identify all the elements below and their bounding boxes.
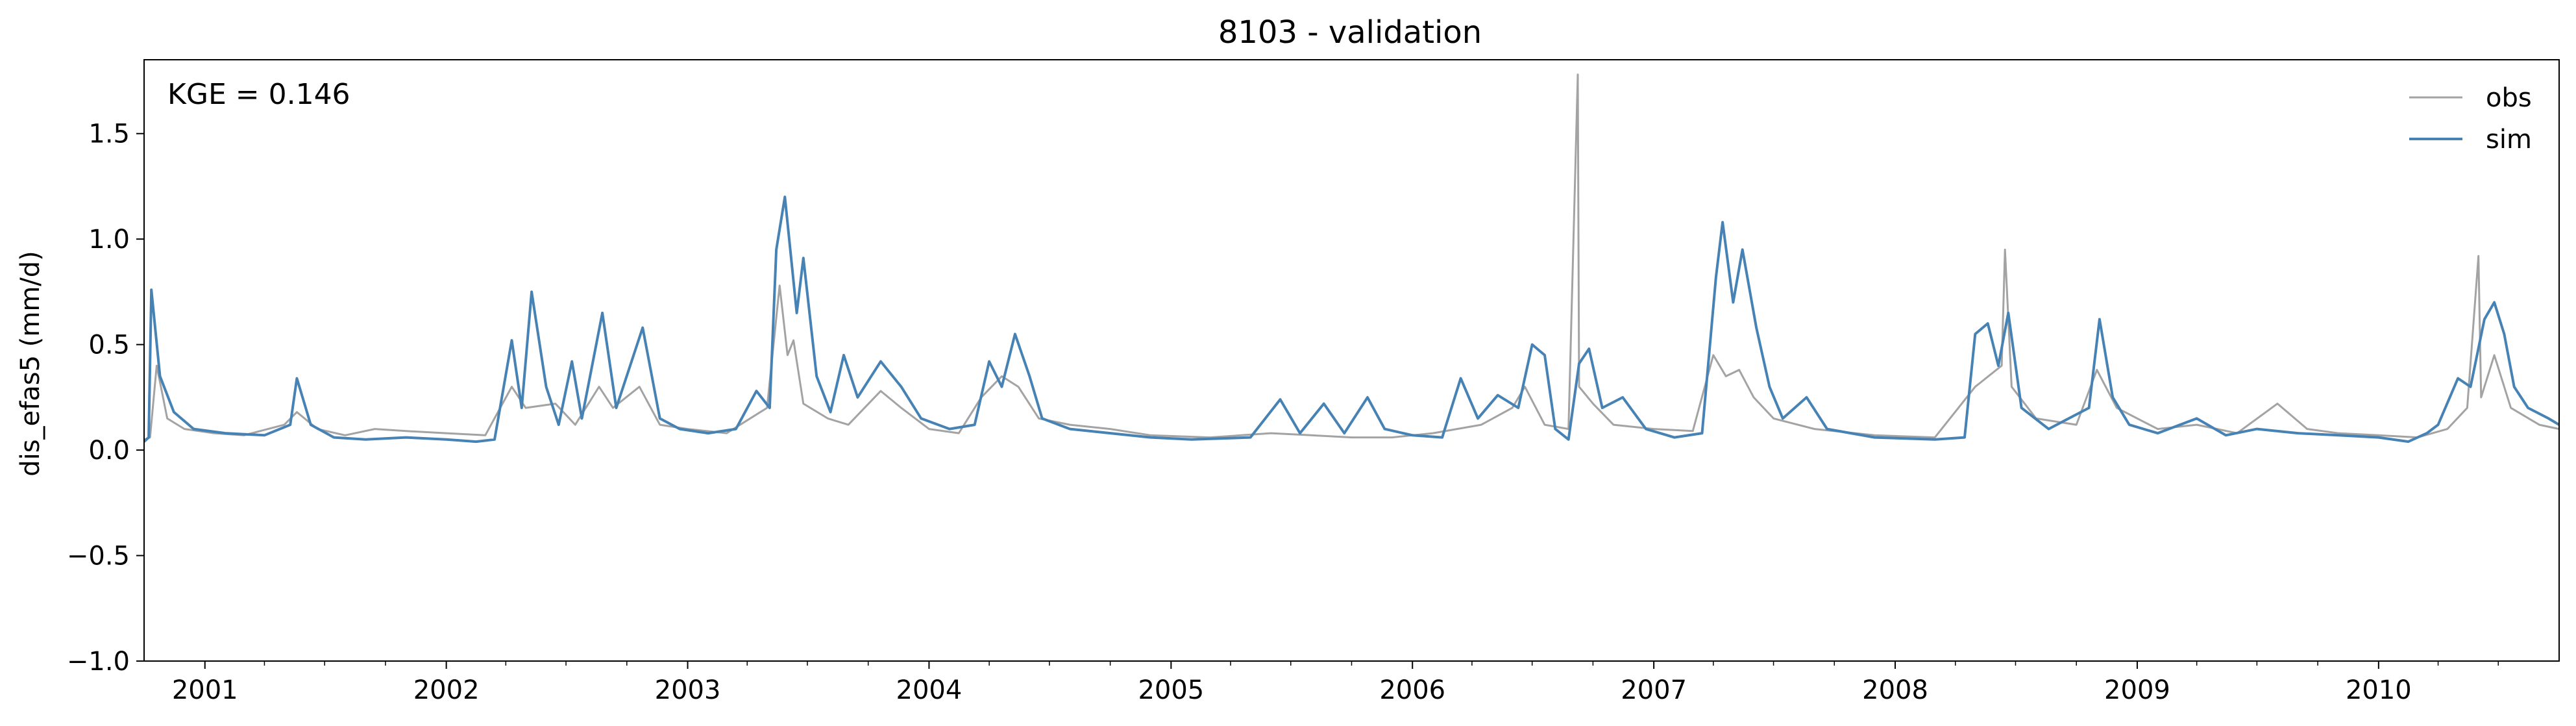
y-tick-label: −0.5 [67, 542, 130, 571]
y-tick-label: 1.5 [88, 119, 130, 149]
y-axis-label: dis_efas5 (mm/d) [16, 251, 45, 477]
x-tick-label: 2007 [1621, 675, 1687, 705]
y-tick-label: 0.5 [88, 331, 130, 360]
series-line-obs [143, 73, 2560, 441]
legend-label-sim: sim [2486, 125, 2532, 155]
y-tick-label: 0.0 [88, 436, 130, 466]
plot-area [143, 59, 2560, 662]
legend-label-obs: obs [2486, 83, 2532, 113]
x-tick-label: 2009 [2104, 675, 2170, 705]
x-tick-label: 2006 [1379, 675, 1445, 705]
legend: obs sim [2409, 83, 2532, 155]
x-tick-label: 2001 [172, 675, 238, 705]
plot-frame [143, 59, 2560, 662]
x-tick-label: 2003 [655, 675, 721, 705]
series-line-sim [143, 195, 2560, 444]
x-tick-label: 2004 [896, 675, 963, 705]
y-tick-label: 1.0 [88, 225, 130, 255]
chart-title: 8103 - validation [1218, 14, 1482, 51]
x-tick-label: 2008 [1862, 675, 1928, 705]
y-axis: −1.0 −0.5 0.0 0.5 1.0 1.5 [67, 119, 144, 677]
y-tick-label: −1.0 [67, 647, 130, 677]
x-tick-label: 2010 [2346, 675, 2412, 705]
x-axis: 2001 2002 2003 2004 2005 2006 2007 2008 2009 2010 [172, 661, 2499, 705]
x-tick-label: 2002 [413, 675, 480, 705]
kge-annotation: KGE = 0.146 [167, 78, 350, 111]
x-tick-label: 2005 [1138, 675, 1204, 705]
